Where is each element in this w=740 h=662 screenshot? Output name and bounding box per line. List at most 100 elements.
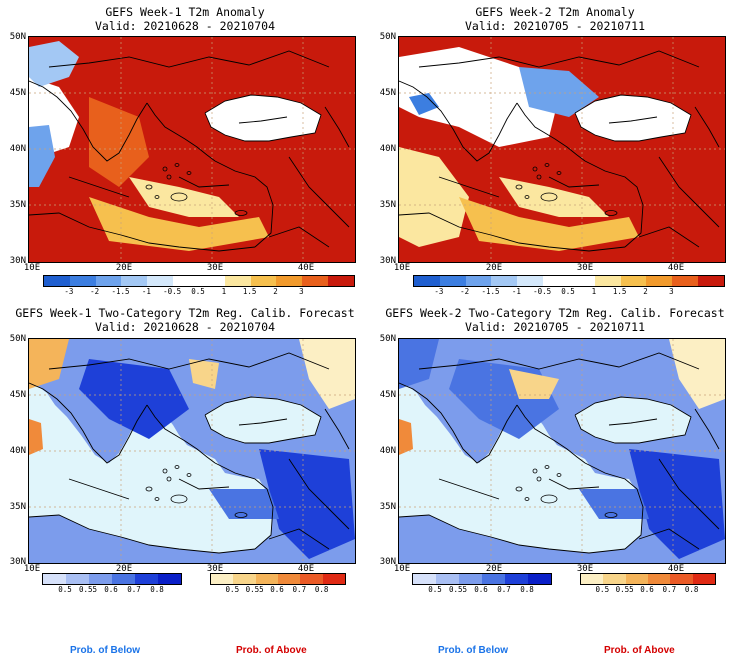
colorbar-swatch [594, 276, 621, 286]
anomaly-patch [89, 97, 149, 187]
coastline [238, 116, 288, 124]
anomaly-patch [129, 177, 239, 217]
colorbar-tick-label: 3 [299, 287, 304, 296]
island [174, 465, 180, 469]
island [540, 494, 558, 504]
lon-label: 40E [297, 263, 315, 273]
island [154, 497, 160, 501]
coastline [29, 514, 256, 554]
coastline [146, 102, 216, 162]
lat-label: 50N [379, 32, 396, 42]
colorbar-tick-label: 0.7 [497, 585, 511, 594]
panel-title: GEFS Week-2 Two-Category T2m Reg. Calib.… [385, 306, 725, 320]
prob-above-colorbar [210, 573, 346, 585]
map-week1-probability [28, 338, 356, 564]
coastline [48, 50, 330, 68]
colorbar-tick-label: 0.7 [127, 585, 141, 594]
island [166, 476, 172, 482]
coastline [658, 458, 720, 530]
colorbar-swatch [44, 276, 70, 286]
colorbar-swatch [465, 276, 492, 286]
colorbar-tick-label: 1.5 [612, 287, 627, 296]
colorbar-tick-label: 0.5 [58, 585, 72, 594]
prob-below-medium [209, 489, 279, 519]
colorbar-swatch [698, 276, 724, 286]
coastline [68, 176, 130, 198]
colorbar-tick-label: -0.5 [533, 287, 552, 296]
colorbar-swatch [328, 276, 354, 286]
coastline [584, 160, 644, 248]
panel-week2-anomaly: GEFS Week-2 T2m Anomaly Valid: 20210705 … [370, 0, 740, 300]
prob-below-medium [579, 489, 649, 519]
anomaly-cool-patch [409, 93, 439, 115]
colorbar-swatch [491, 276, 518, 286]
prob-below-strong [629, 449, 725, 559]
lon-label: 10E [393, 564, 411, 574]
island [556, 473, 562, 477]
colorbar-tick-label: 0.55 [615, 585, 634, 594]
colorbar-swatch [581, 574, 604, 584]
coastline [548, 176, 600, 188]
island [536, 476, 542, 482]
colorbar-tick-label: 0.7 [662, 585, 677, 594]
island [604, 512, 618, 518]
coastline [608, 116, 658, 124]
lon-label: 40E [297, 564, 315, 574]
colorbar-tick-label: -2 [460, 287, 470, 296]
coastline [29, 212, 256, 252]
coastline [516, 404, 586, 464]
map-week2-anomaly [398, 36, 726, 263]
lat-label: 35N [379, 502, 396, 512]
coastline [574, 94, 692, 142]
coastline [694, 408, 720, 450]
island [540, 192, 558, 202]
colorbar-swatch [302, 276, 329, 286]
panel-week1-anomaly: GEFS Week-1 T2m Anomaly Valid: 20210628 … [0, 0, 370, 300]
map-svg [399, 37, 725, 262]
colorbar-tick-label: 0.55 [448, 585, 468, 594]
colorbar-tick-label: 0.5 [595, 585, 610, 594]
colorbar-tick-label: 3 [669, 287, 674, 296]
coastline [214, 160, 274, 248]
colorbar-tick-label: -1.5 [111, 287, 130, 296]
colorbar-tick-label: 1 [221, 287, 227, 296]
colorbar-swatch [112, 574, 135, 584]
colorbar-tick-label: 1.5 [242, 287, 257, 296]
panel-valid-dates: Valid: 20210628 - 20210704 [94, 19, 275, 33]
lat-label: 45N [9, 390, 26, 400]
colorbar-swatch [692, 574, 715, 584]
coastline [204, 396, 322, 444]
lon-label: 10E [23, 263, 41, 273]
colorbar-tick-label: 0.6 [104, 585, 118, 594]
panel-title: GEFS Week-1 T2m Anomaly [105, 5, 265, 19]
colorbar-swatch [482, 574, 505, 584]
coastline [399, 382, 518, 464]
lat-label: 40N [379, 144, 396, 154]
lat-label: 35N [9, 502, 26, 512]
island [145, 184, 153, 190]
lon-label: 40E [667, 263, 685, 273]
prob-above-medium [29, 419, 43, 455]
coastline [29, 80, 148, 162]
prob-below-strong [259, 449, 355, 559]
colorbar-tick-label: 0.6 [270, 585, 284, 594]
anomaly-colorbar [43, 275, 355, 287]
colorbar-swatch [233, 574, 256, 584]
island [186, 473, 192, 477]
anomaly-cool-patch [29, 41, 79, 87]
lat-label: 50N [379, 334, 396, 344]
map-week2-probability [398, 338, 726, 564]
map-svg [399, 339, 725, 563]
coastline [268, 226, 330, 248]
panel-week2-probability: GEFS Week-2 Two-Category T2m Reg. Calib.… [370, 300, 740, 662]
lon-label: 30E [206, 564, 224, 574]
colorbar-swatch [647, 574, 671, 584]
panel-valid-dates: Valid: 20210705 - 20210711 [464, 19, 645, 33]
colorbar-swatch [646, 276, 673, 286]
colorbar-swatch [276, 276, 303, 286]
panel-title: GEFS Week-2 T2m Anomaly [475, 5, 635, 19]
island [170, 494, 188, 504]
island [145, 486, 153, 492]
prob-above-light [669, 339, 725, 409]
coastline [399, 212, 626, 252]
